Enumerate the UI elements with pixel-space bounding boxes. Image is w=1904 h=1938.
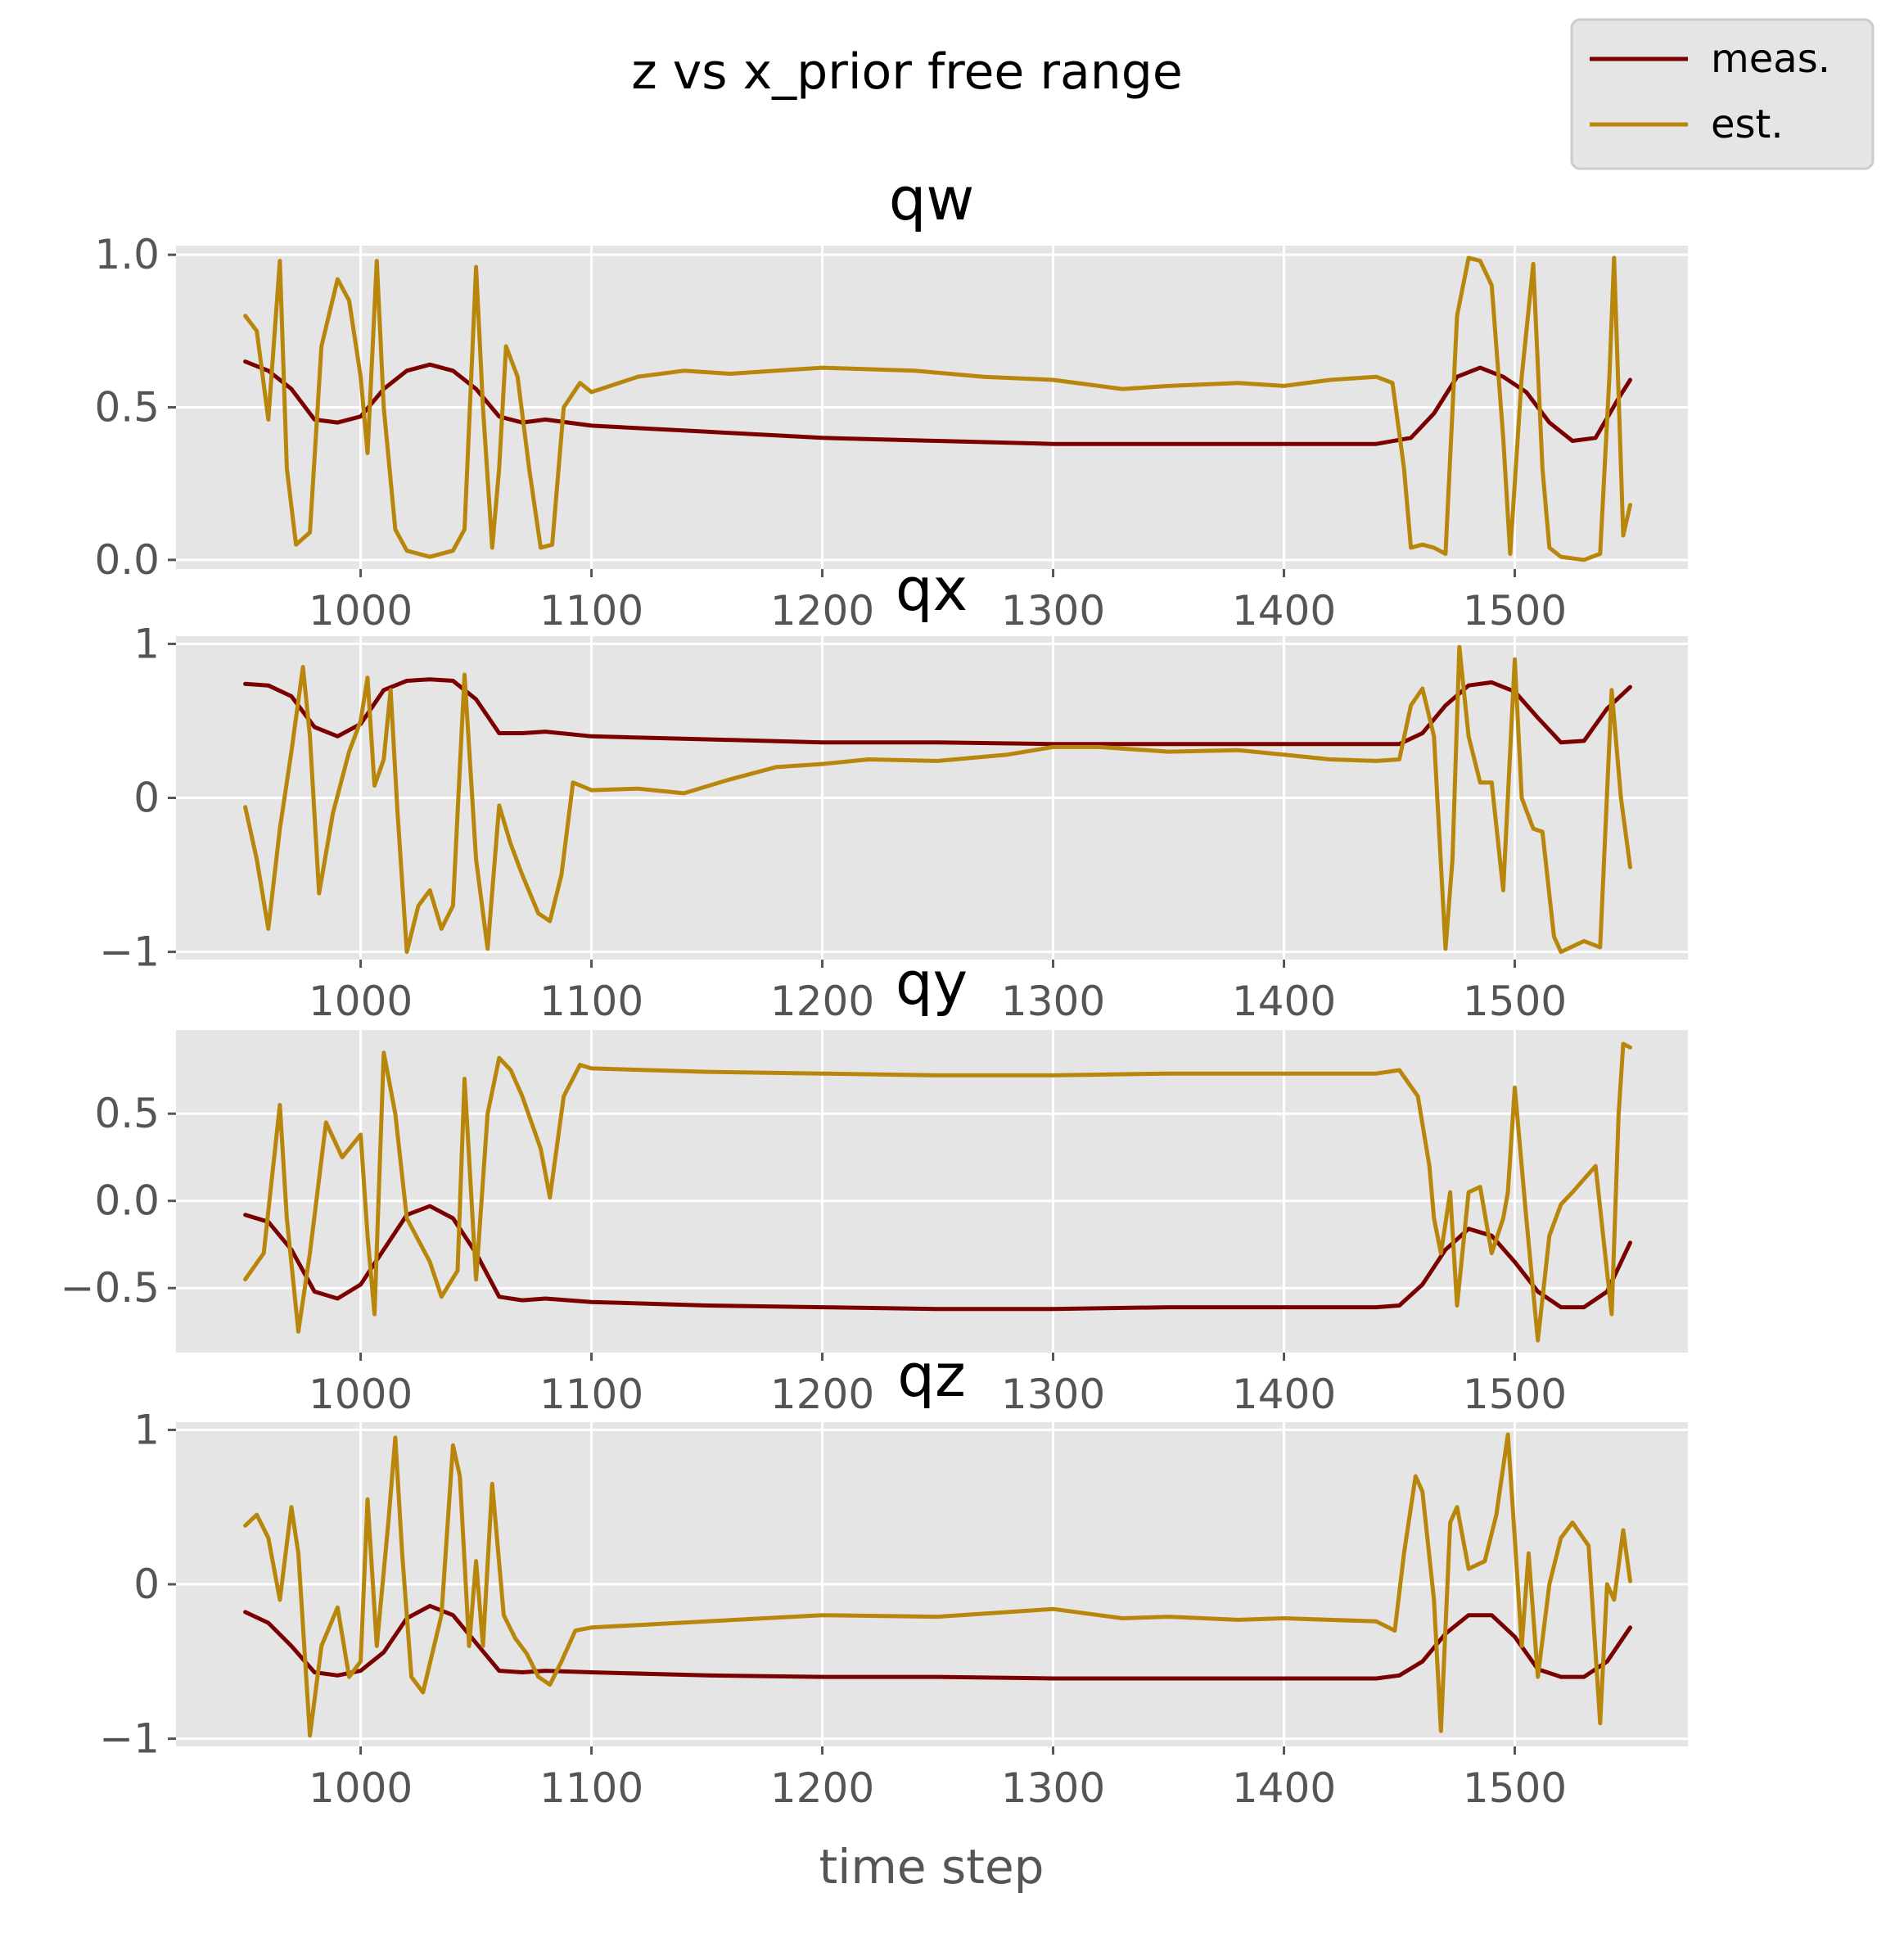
x-tick-label: 1400 [1232,587,1336,635]
x-tick-label: 1500 [1463,587,1567,635]
series-line-meas-qy [243,1204,1632,1312]
panel-qw: 1000 1100 1200 1300 1400 1500 0.0 0.5 1.0 qw [94,165,1688,635]
x-tick-label: 1100 [539,978,643,1025]
x-tick-label: 1500 [1463,978,1567,1025]
x-tick-label: 1300 [1001,1371,1105,1418]
x-axis-label: time step [819,1839,1044,1895]
x-tick-label: 1400 [1232,1371,1336,1418]
y-tick-label: 0 [133,775,160,822]
panel-qy: 1000 1100 1200 1300 1400 1500 −0.5 0.0 0.5 qy [61,949,1688,1418]
x-tick-label: 1200 [770,587,874,635]
x-tick-label: 1300 [1001,587,1105,635]
plot-area-qy [176,1030,1688,1353]
y-tick-label: −0.5 [61,1264,160,1312]
legend-label-meas: meas. [1711,36,1830,82]
x-tick-label: 1300 [1001,978,1105,1025]
x-tick-label: 1500 [1463,1764,1567,1812]
series-line-est-qx [243,644,1632,955]
y-tick-label: 1 [133,1406,160,1453]
x-tick-label: 1300 [1001,1764,1105,1812]
x-tick-label: 1400 [1232,1764,1336,1812]
y-tick-label: 1 [133,620,160,667]
y-tick-label: 0 [133,1561,160,1608]
x-tick-label: 1200 [770,1371,874,1418]
subplot-title-qw: qw [889,165,975,233]
x-tick-label: 1200 [770,978,874,1025]
subplot-title-qz: qz [897,1341,966,1410]
x-tick-label: 1400 [1232,978,1336,1025]
x-tick-label: 1100 [539,587,643,635]
x-tick-label: 1000 [309,1764,413,1812]
series-line-est-qy [243,1041,1632,1343]
panel-qz: 1000 1100 1200 1300 1400 1500 −1 0 1 qz [99,1341,1688,1812]
x-tick-label: 1100 [539,1764,643,1812]
chart-title: z vs x_prior free range [631,43,1183,101]
x-tick-label: 1000 [309,587,413,635]
series-line-meas-qz [243,1603,1632,1681]
x-tick-label: 1000 [309,978,413,1025]
y-tick-label: 0.0 [94,536,160,584]
x-tick-label: 1100 [539,1371,643,1418]
x-tick-label: 1200 [770,1764,874,1812]
y-tick-label: 0.5 [94,384,160,431]
series-line-est-qz [243,1432,1632,1738]
subplot-title-qx: qx [896,555,968,624]
panel-qx: 1000 1100 1200 1300 1400 1500 −1 0 1 qx [99,555,1688,1025]
x-tick-label: 1000 [309,1371,413,1418]
series-line-meas-qx [243,677,1632,747]
y-tick-label: 0.0 [94,1177,160,1225]
legend-label-est: est. [1711,102,1784,147]
y-tick-label: 1.0 [94,231,160,278]
x-tick-label: 1500 [1463,1371,1567,1418]
y-tick-label: 0.5 [94,1090,160,1137]
y-tick-label: −1 [99,928,160,976]
subplot-title-qy: qy [896,949,968,1018]
y-tick-label: −1 [99,1715,160,1763]
legend: meas. est. [1570,18,1875,170]
series-line-est-qw [243,255,1632,562]
